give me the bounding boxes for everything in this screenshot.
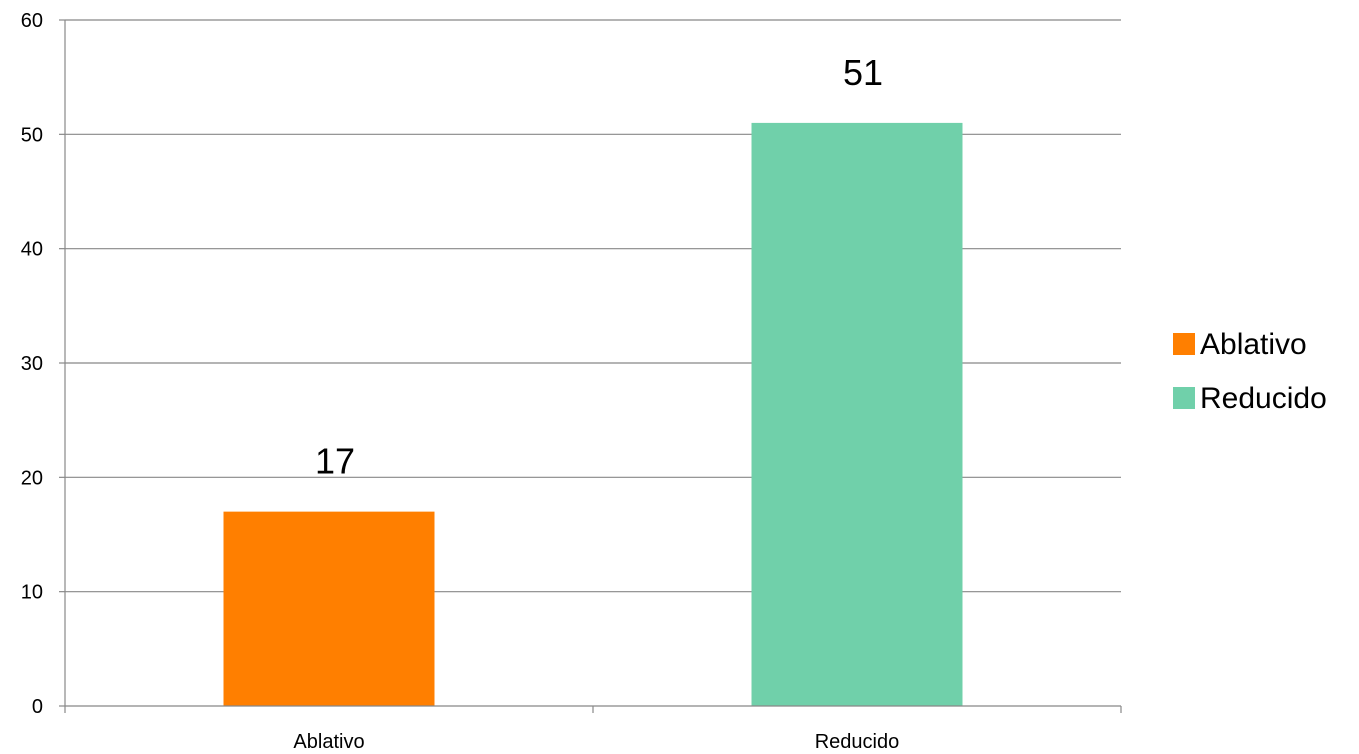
x-category-label: Reducido [815,731,900,753]
y-tick-label: 40 [21,239,43,261]
y-tick-label: 10 [21,582,43,604]
x-axis-category-labels: Ablativo Reducido [293,731,899,753]
bar-ablativo [223,511,435,706]
gridlines [65,19,1121,593]
data-label-reducido: 51 [843,52,883,93]
bar-reducido [751,122,963,706]
y-tick-label: 20 [21,467,43,489]
y-tick-label: 60 [21,10,43,32]
y-tick-label: 30 [21,353,43,375]
bars [223,122,963,706]
data-label-ablativo: 17 [315,441,355,482]
legend-label-ablativo: Ablativo [1200,328,1307,361]
legend-swatch-ablativo [1173,333,1195,355]
y-tick-label: 0 [32,696,43,718]
legend-label-reducido: Reducido [1200,382,1327,415]
y-axis-tick-labels: 0 10 20 30 40 50 60 [21,10,43,718]
legend-swatch-reducido [1173,387,1195,409]
legend: Ablativo Reducido [1173,328,1327,415]
y-tick-label: 50 [21,124,43,146]
axes [59,19,1122,713]
x-category-label: Ablativo [293,731,364,753]
